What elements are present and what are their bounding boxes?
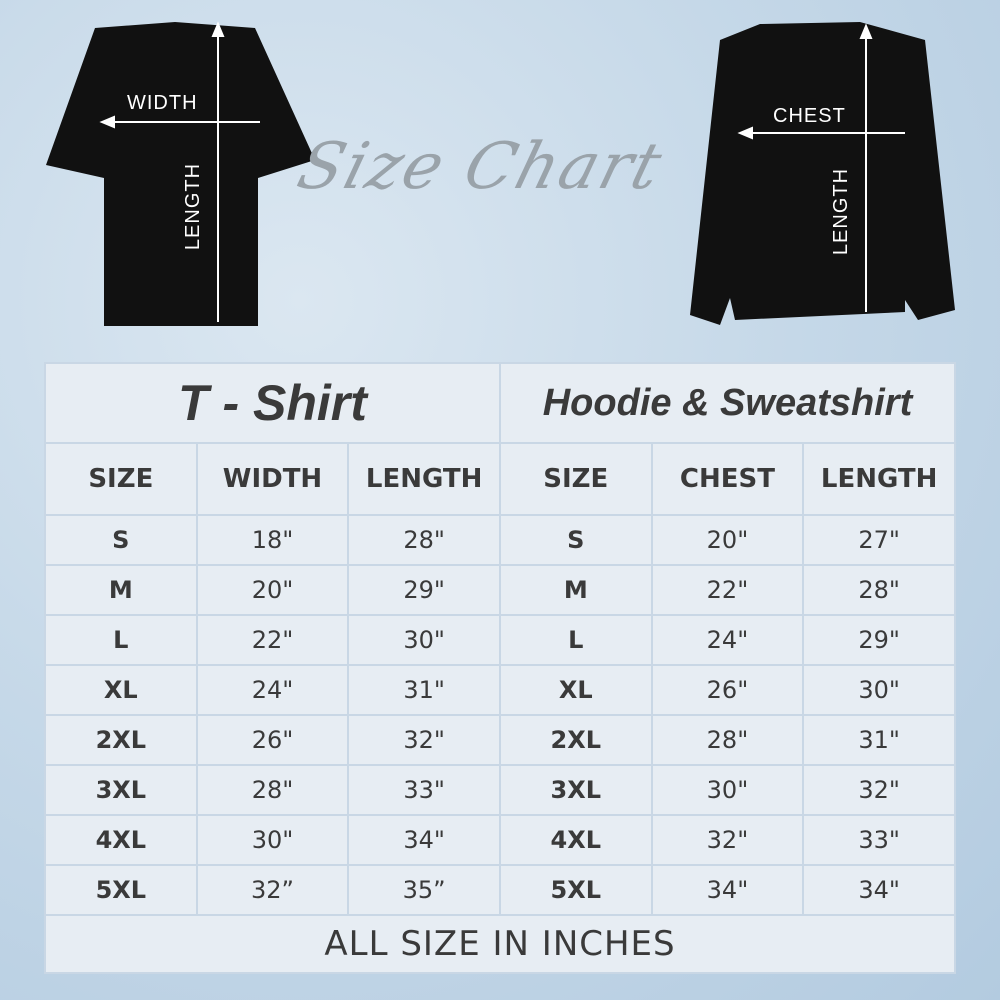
size-cell: 4XL <box>500 816 651 864</box>
column-header: WIDTH <box>197 444 348 514</box>
column-header: LENGTH <box>804 444 954 514</box>
measurement-cell: 28" <box>197 766 348 814</box>
table-row: L 22" 30" L 24" 29" <box>46 616 954 664</box>
size-cell: 2XL <box>500 716 651 764</box>
table-row: 4XL 30" 34" 4XL 32" 33" <box>46 816 954 864</box>
size-cell: XL <box>500 666 651 714</box>
measurement-cell: 18" <box>197 516 348 564</box>
measurement-cell: 24" <box>197 666 348 714</box>
measurement-cell: 20" <box>652 516 803 564</box>
footer-note: ALL SIZE IN INCHES <box>46 916 954 972</box>
measurement-cell: 31" <box>349 666 499 714</box>
measurement-cell: 29" <box>804 616 954 664</box>
size-cell: 5XL <box>46 866 196 914</box>
measurement-cell: 31" <box>804 716 954 764</box>
measurement-cell: 34" <box>804 866 954 914</box>
size-cell: L <box>500 616 651 664</box>
measurement-cell: 28" <box>349 516 499 564</box>
hoodie-chest-label: CHEST <box>773 105 846 127</box>
hoodie-length-label: LENGTH <box>830 167 853 256</box>
measurement-cell: 26" <box>652 666 803 714</box>
column-header: SIZE <box>46 444 196 514</box>
size-cell: XL <box>46 666 196 714</box>
measurement-cell: 33" <box>804 816 954 864</box>
measurement-cell: 35” <box>349 866 499 914</box>
size-table: T - Shirt Hoodie & Sweatshirt SIZE WIDTH L… <box>44 362 956 974</box>
size-cell: 3XL <box>500 766 651 814</box>
measurement-cell: 20" <box>197 566 348 614</box>
measurement-cell: 32" <box>804 766 954 814</box>
measurement-cell: 29" <box>349 566 499 614</box>
measurement-cell: 22" <box>652 566 803 614</box>
tshirt-width-label: WIDTH <box>127 92 198 114</box>
measurement-cell: 34" <box>652 866 803 914</box>
measurement-cell: 22" <box>197 616 348 664</box>
column-header: SIZE <box>500 444 651 514</box>
size-cell: 5XL <box>500 866 651 914</box>
size-cell: S <box>46 516 196 564</box>
measurement-cell: 32” <box>197 866 348 914</box>
measurement-cell: 33" <box>349 766 499 814</box>
size-cell: L <box>46 616 196 664</box>
table-row: 3XL 28" 33" 3XL 30" 32" <box>46 766 954 814</box>
size-cell: S <box>500 516 651 564</box>
table-row: M 20" 29" M 22" 28" <box>46 566 954 614</box>
sweatshirt-image <box>690 22 955 325</box>
measurement-cell: 30" <box>349 616 499 664</box>
size-cell: 3XL <box>46 766 196 814</box>
garment-illustrations <box>46 21 955 326</box>
tshirt-title: T - Shirt <box>46 364 499 442</box>
measurement-cell: 32" <box>652 816 803 864</box>
measurement-cell: 28" <box>804 566 954 614</box>
table-row: S 18" 28" S 20" 27" <box>46 516 954 564</box>
measurement-cell: 27" <box>804 516 954 564</box>
measurement-cell: 32" <box>349 716 499 764</box>
hoodie-title: Hoodie & Sweatshirt <box>500 364 954 442</box>
size-cell: M <box>500 566 651 614</box>
measurement-cell: 34" <box>349 816 499 864</box>
tshirt-image <box>46 22 315 326</box>
column-header: LENGTH <box>349 444 499 514</box>
measurement-cell: 28" <box>652 716 803 764</box>
measurement-cell: 24" <box>652 616 803 664</box>
measurement-cell: 30" <box>652 766 803 814</box>
table-row: XL 24" 31" XL 26" 30" <box>46 666 954 714</box>
table-row: 5XL 32” 35” 5XL 34" 34" <box>46 866 954 914</box>
size-chart-title: Size Chart <box>290 130 671 204</box>
measurement-cell: 30" <box>197 816 348 864</box>
size-cell: 4XL <box>46 816 196 864</box>
tshirt-length-label: LENGTH <box>182 162 205 251</box>
size-cell: M <box>46 566 196 614</box>
column-header: CHEST <box>652 444 803 514</box>
table-row: 2XL 26" 32" 2XL 28" 31" <box>46 716 954 764</box>
measurement-cell: 26" <box>197 716 348 764</box>
measurement-cell: 30" <box>804 666 954 714</box>
size-cell: 2XL <box>46 716 196 764</box>
